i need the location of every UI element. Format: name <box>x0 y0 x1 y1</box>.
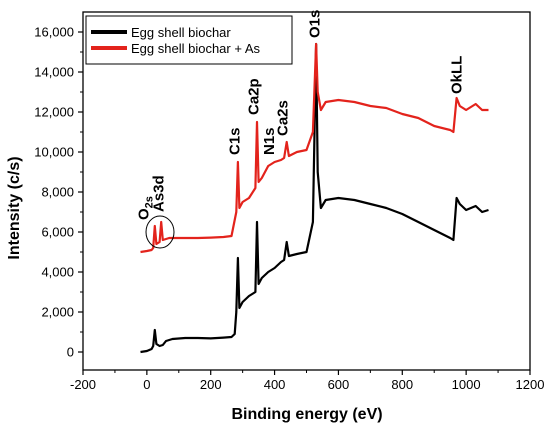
axis-layer: -200 0 200 400 600 800 1000 1200 0 2,000 4,000 6,00… <box>34 11 545 392</box>
peak-label: Ca2s <box>274 100 291 136</box>
x-axis-title: Binding energy (eV) <box>231 406 382 423</box>
as3d-highlight-ellipse <box>145 215 175 249</box>
y-tick-label: 2,000 <box>41 305 74 320</box>
y-tick-label: 12,000 <box>34 105 74 120</box>
peak-label: O2s <box>135 196 155 220</box>
y-tick-label: 10,000 <box>34 145 74 160</box>
y-axis-title: Intensity (c/s) <box>6 156 23 259</box>
peak-label: As3d <box>150 175 167 212</box>
x-tick-label: 200 <box>200 377 222 392</box>
x-tick-label: 800 <box>391 377 413 392</box>
y-tick-label: 8,000 <box>41 185 74 200</box>
legend: Egg shell biochar Egg shell biochar + As <box>85 15 293 65</box>
y-tick-label: 4,000 <box>41 265 74 280</box>
x-tick-label: 1000 <box>452 377 481 392</box>
series-line-1 <box>140 42 489 354</box>
peak-label: C1s <box>226 127 243 155</box>
legend-box <box>85 15 293 65</box>
series-line-2 <box>140 42 489 254</box>
x-tick-label: -200 <box>70 377 96 392</box>
peak-label: OkLL <box>448 56 465 94</box>
peak-label: Ca2p <box>246 78 263 115</box>
y-tick-label: 14,000 <box>34 65 74 80</box>
x-tick-label: 1200 <box>516 377 545 392</box>
x-tick-label: 400 <box>264 377 286 392</box>
legend-label-series-2: Egg shell biochar + As <box>131 41 260 56</box>
x-tick-label: 0 <box>143 377 150 392</box>
plot-layer <box>140 42 489 354</box>
legend-label-series-1: Egg shell biochar <box>131 25 231 40</box>
peak-label: N1s <box>261 127 278 155</box>
x-tick-label: 600 <box>328 377 350 392</box>
y-tick-label: 0 <box>67 345 74 360</box>
y-tick-label: 16,000 <box>34 25 74 40</box>
y-tick-label: 6,000 <box>41 225 74 240</box>
peak-label: O1s <box>306 10 323 38</box>
